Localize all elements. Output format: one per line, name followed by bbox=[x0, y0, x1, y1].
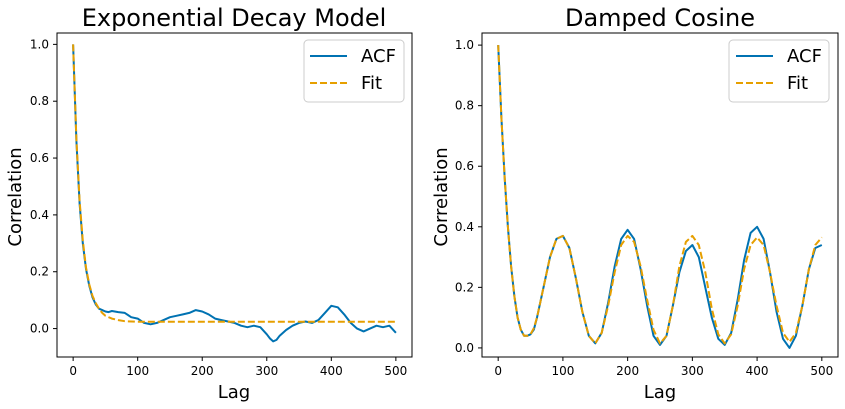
chart-damped-cosine: Damped Cosine Lag Correlation 0 100 200 300… bbox=[431, 4, 839, 403]
x-axis-label: Lag bbox=[218, 382, 250, 403]
plot-frame bbox=[56, 32, 413, 358]
legend-label-acf: ACF bbox=[361, 46, 396, 67]
y-tick-label: 0.4 bbox=[30, 208, 49, 222]
y-tick-label: 0.2 bbox=[30, 265, 49, 279]
legend-label-fit: Fit bbox=[361, 73, 382, 94]
x-tick-label: 0 bbox=[494, 364, 502, 378]
y-tick-label: 0.4 bbox=[455, 220, 474, 234]
x-tick-label: 0 bbox=[69, 364, 77, 378]
x-tick-label: 100 bbox=[551, 364, 574, 378]
y-tick-label: 0.2 bbox=[455, 280, 474, 294]
x-tick-label: 300 bbox=[255, 364, 278, 378]
y-tick-label: 0.8 bbox=[455, 99, 474, 113]
x-tick-label: 100 bbox=[126, 364, 149, 378]
y-tick-label: 1.0 bbox=[30, 37, 49, 51]
ticks: 0 100 200 300 400 500 0.0 0.2 0.4 0.6 0.8 1.0 bbox=[455, 38, 833, 378]
x-tick-label: 400 bbox=[746, 364, 769, 378]
legend: ACF Fit bbox=[728, 39, 830, 103]
legend: ACF Fit bbox=[303, 39, 405, 103]
y-tick-label: 0.0 bbox=[455, 341, 474, 355]
x-tick-label: 200 bbox=[616, 364, 639, 378]
y-tick-label: 0.6 bbox=[455, 159, 474, 173]
y-tick-label: 0.0 bbox=[30, 322, 49, 336]
y-axis-label: Correlation bbox=[431, 147, 452, 246]
plot-lines bbox=[72, 44, 397, 343]
y-axis-label: Correlation bbox=[5, 147, 26, 246]
legend-label-fit: Fit bbox=[787, 73, 808, 94]
ticks: 0 100 200 300 400 500 0.0 0.2 0.4 0.6 0.8 1.0 bbox=[30, 37, 407, 378]
y-tick-label: 0.8 bbox=[30, 94, 49, 108]
chart-title: Exponential Decay Model bbox=[82, 4, 387, 32]
chart-exponential-decay: Exponential Decay Model Lag Correlation … bbox=[5, 4, 413, 403]
x-tick-label: 300 bbox=[681, 364, 704, 378]
x-tick-label: 200 bbox=[191, 364, 214, 378]
x-tick-label: 500 bbox=[384, 364, 407, 378]
x-tick-label: 500 bbox=[810, 364, 833, 378]
legend-label-acf: ACF bbox=[787, 46, 822, 67]
y-tick-label: 0.6 bbox=[30, 151, 49, 165]
x-axis-label: Lag bbox=[644, 382, 676, 403]
series-line-acf bbox=[497, 45, 823, 349]
x-tick-label: 400 bbox=[320, 364, 343, 378]
chart-title: Damped Cosine bbox=[565, 4, 755, 32]
series-line-fit bbox=[72, 44, 396, 323]
series-line-fit bbox=[497, 45, 823, 345]
plot-frame bbox=[481, 32, 839, 358]
y-tick-label: 1.0 bbox=[455, 38, 474, 52]
plot-lines bbox=[497, 45, 823, 349]
series-line-acf bbox=[72, 44, 397, 343]
